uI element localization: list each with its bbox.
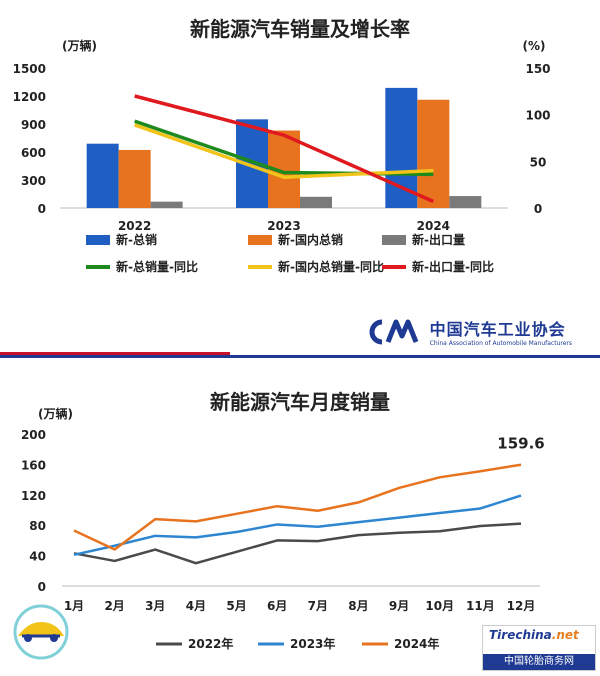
x-tick-label: 3月 bbox=[145, 599, 165, 613]
chart-title: 新能源汽车月度销量 bbox=[210, 390, 390, 414]
legend-label: 新-总销 bbox=[116, 232, 157, 247]
x-tick-label: 9月 bbox=[389, 599, 409, 613]
left-tick-label: 1500 bbox=[13, 62, 46, 76]
bar-0-2 bbox=[385, 87, 418, 208]
x-tick-label: 6月 bbox=[267, 599, 287, 613]
x-tick-label: 2月 bbox=[104, 599, 124, 613]
x-tick-label: 2023 bbox=[267, 219, 300, 233]
x-tick-label: 2022 bbox=[118, 219, 151, 233]
axes-group: 1500 1200 900 600 300 0 150 100 50 0 2022 2023 2024 bbox=[13, 62, 551, 233]
legend-label: 2024年 bbox=[394, 636, 439, 651]
y-tick-label: 160 bbox=[21, 458, 46, 472]
right-tick-label: 50 bbox=[530, 155, 547, 169]
bar-2-2 bbox=[449, 196, 482, 208]
right-tick-label: 100 bbox=[525, 109, 550, 123]
x-tick-label: 7月 bbox=[308, 599, 328, 613]
x-tick-label: 1月 bbox=[64, 599, 84, 613]
bar-0-0 bbox=[86, 143, 119, 208]
legend-label: 新-国内总销量-同比 bbox=[278, 259, 384, 274]
legend-label: 新-总销量-同比 bbox=[116, 259, 198, 274]
logo-name-en: China Association of Automobile Manufact… bbox=[429, 340, 572, 347]
legend-label: 2022年 bbox=[188, 636, 233, 651]
bar-2-1 bbox=[300, 196, 332, 208]
monthly-sales-chart: 新能源汽车月度销量 (万辆) 200 160 120 80 40 0 1月 2月 3月 4月 5月 6… bbox=[21, 390, 545, 651]
legend-label: 新-出口量-同比 bbox=[412, 259, 494, 274]
logo-name-cn: 中国汽车工业协会 bbox=[429, 320, 566, 339]
bar-1-2 bbox=[417, 99, 450, 208]
bars-group bbox=[86, 87, 482, 208]
last-value-callout: 159.6 bbox=[497, 435, 544, 453]
left-axis-unit: (万辆) bbox=[62, 38, 97, 53]
left-tick-label: 300 bbox=[21, 174, 46, 188]
y-tick-label: 80 bbox=[29, 519, 46, 533]
sales-growth-panel: 新能源汽车销量及增长率 (万辆) (%) 1500 1200 900 600 300 0 1… bbox=[12, 17, 572, 347]
legend-swatch bbox=[86, 235, 110, 245]
y-tick-label: 0 bbox=[38, 580, 46, 594]
x-tick-label: 5月 bbox=[226, 599, 246, 613]
series-line-2 bbox=[134, 94, 435, 204]
legend-label: 新-国内总销 bbox=[278, 232, 343, 247]
left-tick-label: 600 bbox=[21, 146, 46, 160]
right-axis-unit: (%) bbox=[523, 39, 546, 53]
tirechina-badge: Tirechina.net 中国轮胎商务网 bbox=[482, 625, 596, 671]
left-tick-label: 900 bbox=[21, 118, 46, 132]
bar-1-0 bbox=[118, 149, 151, 208]
monthly-sales-panel: 新能源汽车月度销量 (万辆) 200 160 120 80 40 0 1月 2月 3月 4月 5月 6… bbox=[0, 362, 600, 672]
lines-group bbox=[73, 463, 522, 565]
car-logo-icon bbox=[13, 604, 69, 660]
left-tick-label: 0 bbox=[38, 202, 46, 216]
legend-group: 2022年 2023年 2024年 bbox=[156, 636, 439, 651]
y-tick-label: 40 bbox=[29, 550, 46, 564]
x-tick-label: 8月 bbox=[348, 599, 368, 613]
series-line-2 bbox=[73, 463, 522, 551]
sales-growth-chart: 新能源汽车销量及增长率 (万辆) (%) 1500120090060030001… bbox=[13, 17, 551, 274]
legend-label: 2023年 bbox=[290, 636, 335, 651]
badge-name-cn: 中国轮胎商务网 bbox=[483, 654, 595, 670]
series-line-1 bbox=[134, 123, 434, 179]
caam-logo: 中国汽车工业协会 China Association of Automobile… bbox=[368, 316, 572, 347]
y-tick-label: 120 bbox=[21, 489, 46, 503]
chart-title: 新能源汽车销量及增长率 bbox=[190, 17, 410, 41]
caam-logo-icon bbox=[369, 319, 418, 344]
left-tick-label: 1200 bbox=[13, 90, 46, 104]
series-line-1 bbox=[73, 494, 522, 557]
axes-group: 200 160 120 80 40 0 1月 2月 3月 4月 5月 6月 7月 8月 9月 10月 11月 12… bbox=[21, 428, 540, 613]
x-tick-label: 4月 bbox=[186, 599, 206, 613]
series-line-0 bbox=[73, 522, 522, 565]
x-tick-label: 2024 bbox=[417, 219, 450, 233]
badge-site: Tirechina.net bbox=[489, 628, 579, 642]
right-tick-label: 0 bbox=[534, 202, 542, 216]
y-tick-label: 200 bbox=[21, 428, 46, 442]
legend-swatch bbox=[382, 235, 406, 245]
legend-swatch bbox=[248, 235, 272, 245]
x-tick-label: 11月 bbox=[466, 599, 495, 613]
section-divider bbox=[0, 352, 600, 362]
x-tick-label: 10月 bbox=[425, 599, 454, 613]
bar-2-0 bbox=[150, 201, 183, 208]
lines-group bbox=[134, 94, 435, 204]
y-axis-unit: (万辆) bbox=[38, 406, 73, 421]
x-tick-label: 12月 bbox=[507, 599, 536, 613]
legend-label: 新-出口量 bbox=[412, 232, 465, 247]
right-tick-label: 150 bbox=[525, 62, 550, 76]
